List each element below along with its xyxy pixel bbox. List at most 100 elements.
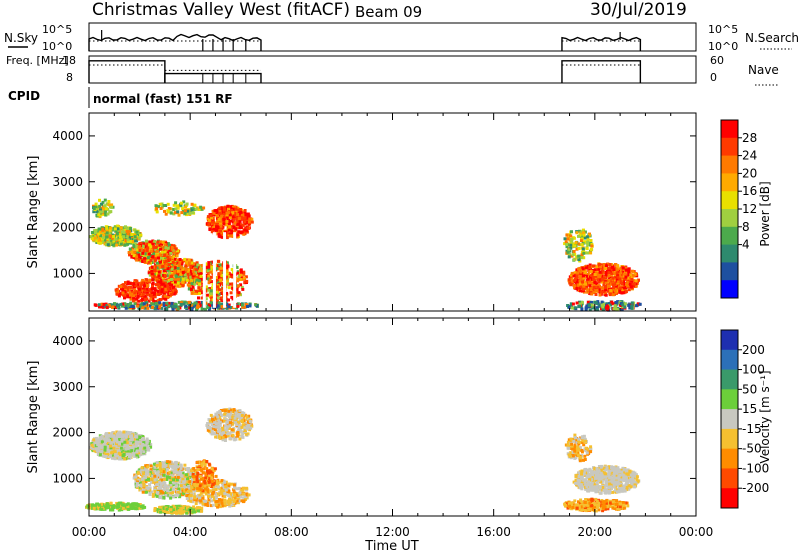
range-cell — [110, 203, 114, 207]
range-cell — [236, 233, 239, 237]
range-cell — [568, 281, 572, 285]
range-cell — [143, 294, 147, 298]
range-cell — [97, 213, 101, 217]
range-cell — [154, 283, 158, 287]
range-cell — [176, 277, 180, 281]
range-cell — [590, 242, 594, 246]
range-cell — [155, 279, 159, 283]
range-cell — [613, 263, 617, 266]
range-cell — [596, 308, 600, 312]
range-cell — [570, 230, 573, 234]
range-cell — [161, 240, 165, 244]
range-cell — [218, 211, 222, 215]
range-cell — [216, 259, 220, 263]
range-cell — [597, 288, 601, 292]
range-cell — [170, 247, 174, 251]
range-cell — [197, 301, 201, 304]
range-cell — [120, 304, 124, 308]
range-cell — [99, 435, 103, 439]
range-cell — [591, 271, 595, 275]
range-cell — [163, 209, 166, 213]
range-cell — [621, 303, 625, 307]
range-cell — [157, 270, 161, 274]
range-cell — [138, 440, 142, 444]
range-cell — [595, 274, 599, 278]
range-cell — [209, 275, 213, 279]
range-cell — [216, 214, 220, 218]
range-cell — [578, 282, 582, 286]
range-cell — [238, 208, 242, 212]
range-cell — [204, 297, 208, 301]
range-cell — [105, 202, 109, 206]
range-cell — [612, 286, 616, 290]
range-cell — [614, 267, 618, 271]
range-cell — [580, 300, 584, 304]
range-cell — [92, 210, 96, 214]
range-cell — [173, 262, 177, 266]
range-cell — [165, 461, 169, 465]
range-cell — [166, 287, 170, 291]
range-cell — [154, 304, 158, 308]
range-cell — [151, 242, 155, 246]
freq-label: Freq. [MHz] — [6, 54, 69, 67]
range-cell — [149, 258, 153, 262]
range-cell — [156, 261, 159, 265]
range-cell — [184, 264, 188, 268]
range-cell — [108, 455, 111, 458]
range-cell — [611, 283, 615, 287]
range-cell — [602, 290, 606, 294]
colorbar-swatch — [721, 155, 738, 174]
range-cell — [171, 270, 175, 274]
range-cell — [126, 431, 130, 435]
range-cell — [146, 244, 150, 248]
range-cell — [162, 269, 166, 273]
range-cell — [151, 256, 155, 260]
range-cell — [572, 250, 576, 253]
range-cell — [215, 267, 219, 271]
range-cell — [191, 211, 195, 215]
range-cell — [588, 265, 592, 269]
range-cell — [208, 287, 212, 291]
range-cell — [627, 267, 631, 271]
range-cell — [590, 292, 594, 296]
range-cell — [106, 445, 110, 449]
range-cell — [115, 430, 119, 434]
range-cell — [568, 305, 571, 309]
range-cell — [225, 213, 229, 217]
colorbar-swatch — [721, 226, 738, 246]
range-cell — [154, 300, 158, 304]
range-cell — [219, 224, 222, 228]
range-cell — [166, 268, 170, 272]
range-cell — [120, 434, 124, 437]
range-cell — [137, 236, 141, 240]
range-cell — [591, 275, 595, 279]
range-cell — [162, 291, 166, 295]
range-cell — [108, 234, 112, 238]
range-cell — [188, 212, 192, 216]
range-cell — [226, 213, 230, 217]
range-cell — [598, 293, 602, 297]
range-cell — [190, 202, 194, 206]
range-cell — [580, 253, 584, 257]
range-cell — [109, 453, 113, 457]
colorbar-tick-label: 24 — [742, 149, 757, 163]
range-cell — [129, 431, 132, 435]
range-cell — [108, 228, 112, 232]
range-cell — [591, 285, 595, 289]
range-cell — [598, 275, 602, 278]
range-cell — [117, 449, 121, 453]
range-cell — [607, 279, 611, 282]
freq-tick-bottom: 8 — [66, 71, 73, 84]
range-cell — [145, 249, 149, 252]
range-cell — [211, 286, 214, 290]
range-cell — [609, 302, 613, 306]
range-cell — [183, 211, 187, 215]
range-cell — [568, 253, 571, 256]
range-cell — [220, 214, 224, 218]
range-cell — [94, 447, 98, 451]
range-cell — [126, 294, 130, 298]
range-cell — [145, 278, 148, 282]
range-cell — [169, 243, 173, 247]
range-cell — [230, 207, 234, 211]
